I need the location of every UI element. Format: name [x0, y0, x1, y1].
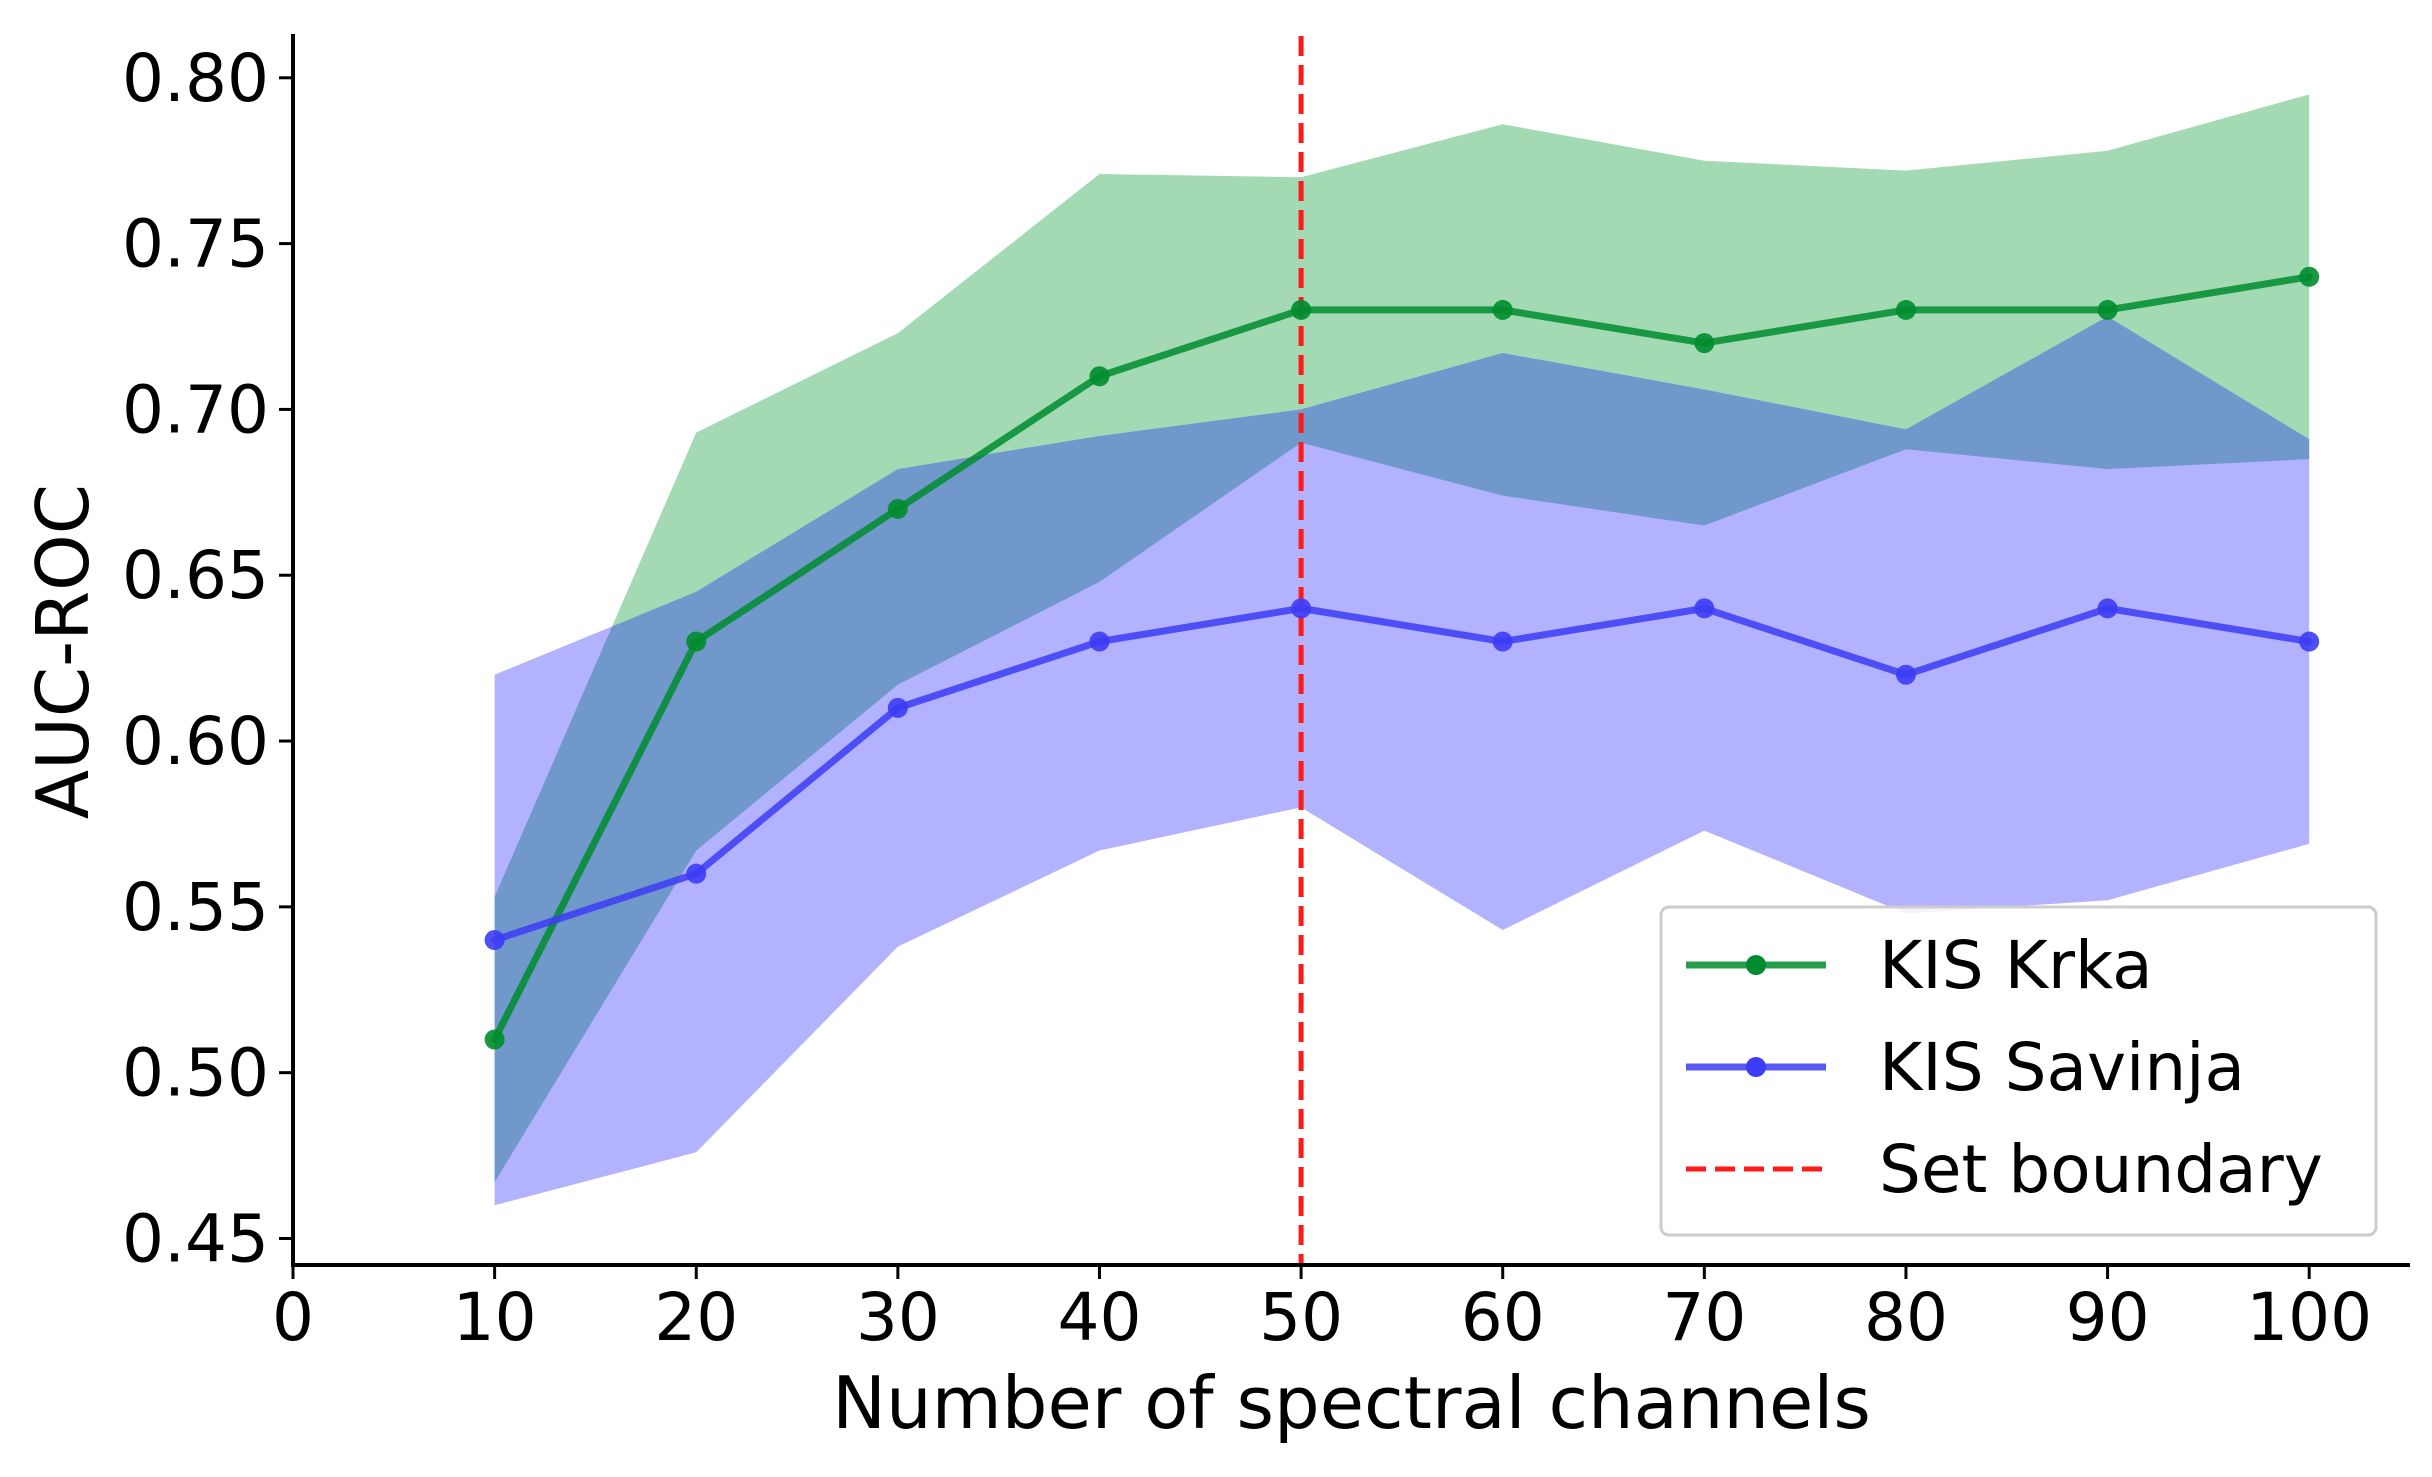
- krka-confidence-band: [494, 94, 2310, 1183]
- y-axis-title: AUC-ROC: [21, 484, 105, 819]
- x-tick-label: 90: [2066, 1279, 2150, 1356]
- krka-point: [1895, 299, 1916, 320]
- y-tick-label: 0.80: [122, 40, 269, 117]
- krka-point: [1492, 299, 1513, 320]
- legend: KIS Krka KIS Savinja Set boundary: [1659, 905, 2378, 1237]
- x-axis-title: Number of spectral channels: [832, 1361, 1871, 1445]
- savinja-point: [1291, 598, 1312, 619]
- y-tick-label: 0.70: [122, 371, 269, 448]
- legend-krka-marker: [1746, 955, 1766, 975]
- savinja-series-line: [491, 604, 2313, 944]
- savinja-point: [1895, 664, 1916, 685]
- y-tick-label: 0.55: [122, 869, 269, 946]
- krka-series-line: [491, 273, 2313, 1043]
- savinja-point: [2299, 631, 2320, 652]
- y-tick-label: 0.65: [122, 537, 269, 614]
- x-tick-label: 100: [2246, 1279, 2372, 1356]
- x-tick-label: 50: [1259, 1279, 1343, 1356]
- y-tick-label: 0.75: [122, 206, 269, 283]
- savinja-point: [686, 863, 707, 884]
- y-tick-label: 0.60: [122, 703, 269, 780]
- x-tick-label: 60: [1461, 1279, 1545, 1356]
- savinja-point: [484, 930, 505, 951]
- savinja-point: [1492, 631, 1513, 652]
- legend-label: Set boundary: [1879, 1131, 2323, 1208]
- krka-point: [1089, 366, 1110, 387]
- x-tick-label: 20: [654, 1279, 738, 1356]
- savinja-point: [1089, 631, 1110, 652]
- x-tick-label: 70: [1662, 1279, 1746, 1356]
- x-tick-label: 10: [453, 1279, 537, 1356]
- x-tick-label: 40: [1057, 1279, 1141, 1356]
- krka-point: [484, 1029, 505, 1050]
- krka-point: [2097, 299, 2118, 320]
- series-lines: [484, 266, 2320, 1050]
- y-tick-label: 0.45: [122, 1200, 269, 1277]
- y-tick-label: 0.50: [122, 1035, 269, 1112]
- confidence-bands: [494, 94, 2310, 1206]
- legend-label: KIS Krka: [1879, 927, 2153, 1004]
- x-tick-label: 80: [1864, 1279, 1948, 1356]
- savinja-point: [1694, 598, 1715, 619]
- krka-point: [1291, 299, 1312, 320]
- krka-point: [2299, 266, 2320, 287]
- savinja-point: [887, 697, 908, 718]
- legend-box: [1659, 905, 2378, 1237]
- krka-point: [887, 498, 908, 519]
- krka-point: [1694, 333, 1715, 354]
- axes: 0.45 0.50 0.55 0.60 0.65 0.70 0.75 0.80 0 10 20 30 4…: [21, 34, 2410, 1445]
- x-tick-label: 0: [272, 1279, 314, 1356]
- x-tick-label: 30: [856, 1279, 940, 1356]
- savinja-point: [2097, 598, 2118, 619]
- krka-point: [686, 631, 707, 652]
- legend-label: KIS Savinja: [1879, 1029, 2245, 1106]
- legend-savinja-marker: [1746, 1057, 1766, 1077]
